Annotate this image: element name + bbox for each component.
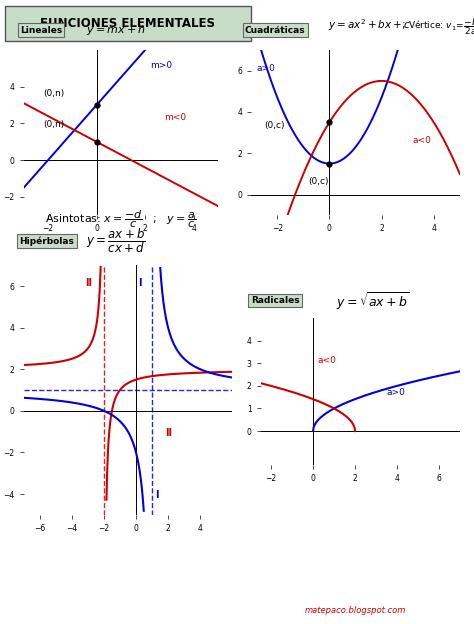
Text: (0,n): (0,n) [43, 89, 64, 98]
Text: Radicales: Radicales [251, 296, 300, 305]
Text: a>0: a>0 [256, 64, 275, 72]
Text: Asintotas: $x = \dfrac{-d}{c}$   ;   $y = \dfrac{a}{c}$: Asintotas: $x = \dfrac{-d}{c}$ ; $y = \d… [45, 208, 196, 230]
Text: m<0: m<0 [164, 113, 187, 122]
Text: I: I [138, 278, 142, 288]
Text: Lineales: Lineales [20, 26, 62, 34]
Text: a>0: a>0 [386, 388, 405, 397]
Text: (0,c): (0,c) [264, 122, 285, 130]
Text: (0,c): (0,c) [309, 177, 329, 187]
Text: a<0: a<0 [317, 356, 336, 366]
Text: $y = mx + n$: $y = mx + n$ [86, 24, 146, 37]
Text: Cuadráticas: Cuadráticas [245, 26, 306, 34]
Text: a<0: a<0 [413, 136, 432, 145]
Text: m>0: m>0 [150, 61, 172, 71]
Text: II: II [85, 278, 91, 288]
Text: Hipérbolas: Hipérbolas [19, 236, 74, 246]
Text: $y = \dfrac{ax+b}{cx+d}$: $y = \dfrac{ax+b}{cx+d}$ [86, 228, 146, 255]
Text: II: II [165, 428, 172, 438]
Text: Vértice: $v_1\!=\!\dfrac{-b}{2a}$: Vértice: $v_1\!=\!\dfrac{-b}{2a}$ [408, 16, 474, 37]
Text: (0,n): (0,n) [43, 120, 64, 129]
Text: FUNCIONES ELEMENTALES: FUNCIONES ELEMENTALES [40, 17, 216, 30]
Text: $;$: $;$ [401, 19, 406, 31]
Text: $y = \sqrt{ax+b}$: $y = \sqrt{ax+b}$ [337, 290, 410, 311]
Text: matepaco.blogspot.com: matepaco.blogspot.com [305, 606, 406, 615]
Text: I: I [155, 490, 159, 500]
Text: $y=ax^2+bx+c$: $y=ax^2+bx+c$ [328, 17, 411, 33]
FancyBboxPatch shape [5, 6, 251, 41]
